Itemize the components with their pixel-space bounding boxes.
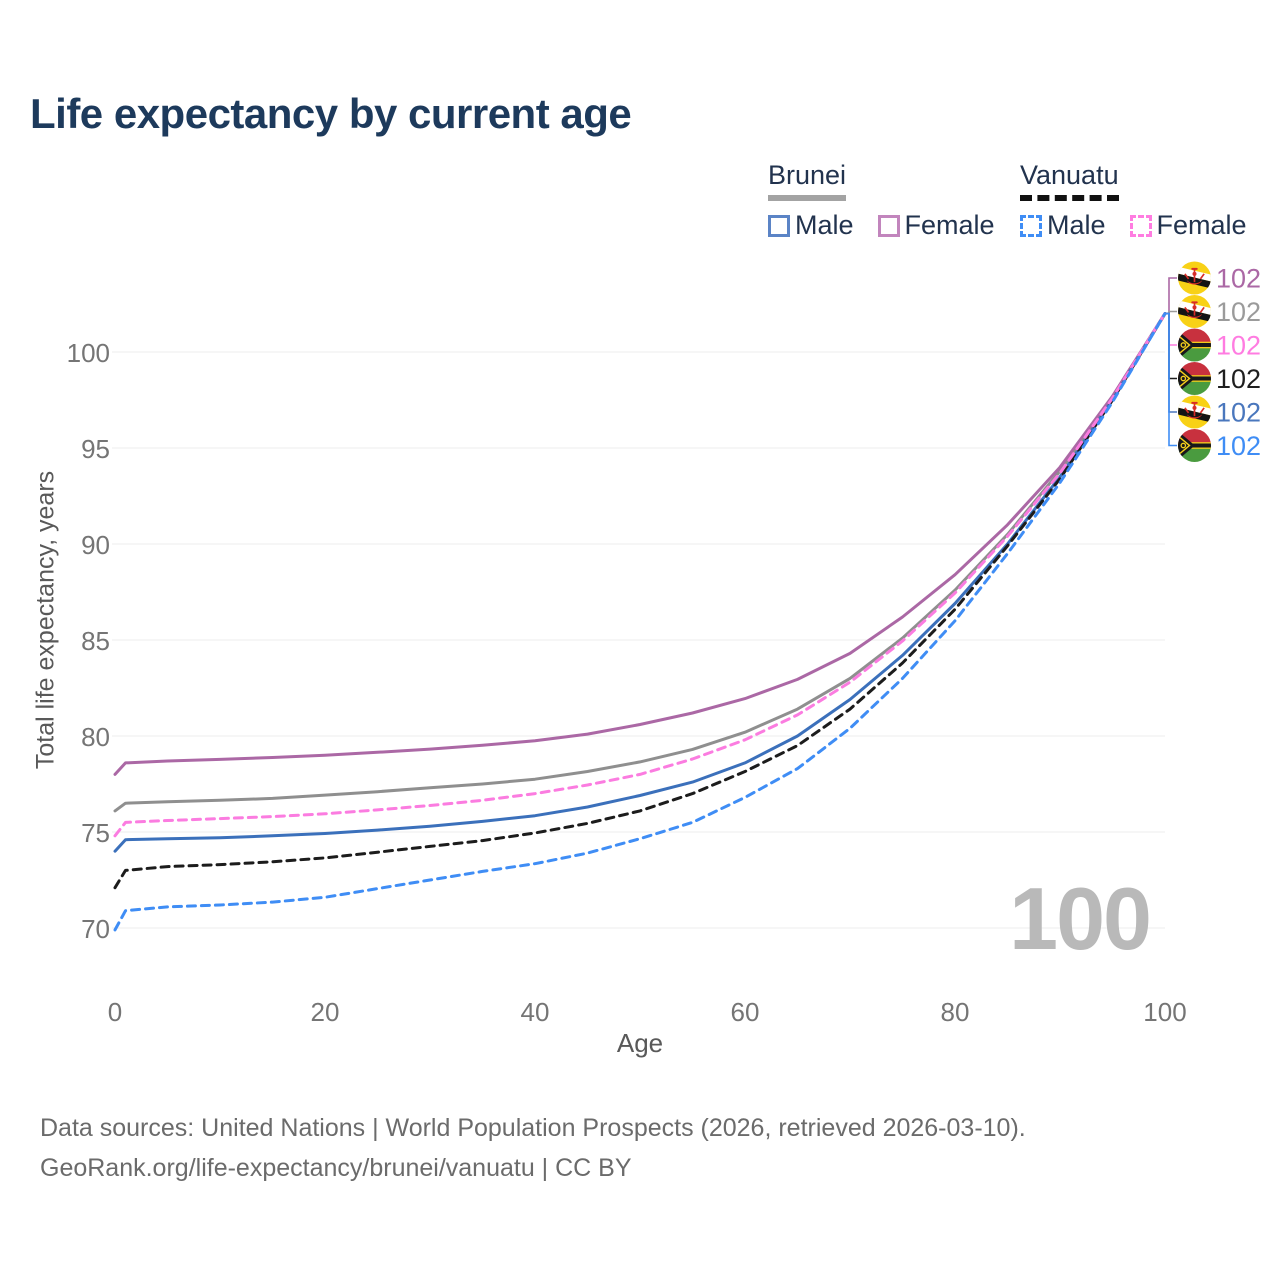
end-value-label: 102 xyxy=(1216,398,1261,428)
end-connector xyxy=(1165,277,1177,315)
end-value-label: 102 xyxy=(1216,297,1261,327)
legend-item-label: Female xyxy=(1156,210,1247,240)
vanuatu-flag-icon xyxy=(1178,362,1211,395)
brunei-female-swatch-icon xyxy=(877,214,900,237)
series-line-brunei xyxy=(113,312,1167,813)
age-watermark: 100 xyxy=(1009,869,1152,968)
legend-header-vanuatu[interactable]: Vanuatu xyxy=(1020,160,1119,201)
legend-group-vanuatu: Vanuatu Male Female xyxy=(1020,160,1247,241)
legend-item-vanuatu-male[interactable]: Male xyxy=(1020,210,1106,241)
legend-item-brunei-male[interactable]: Male xyxy=(768,210,854,241)
y-tick-label: 95 xyxy=(81,434,110,464)
series-line-vanuatu-female xyxy=(113,312,1167,838)
legend-header-brunei[interactable]: Brunei xyxy=(768,160,847,201)
end-value-label: 102 xyxy=(1216,331,1261,361)
legend-item-label: Male xyxy=(1047,210,1106,240)
end-value-label: 102 xyxy=(1216,264,1261,294)
vanuatu-flag-icon xyxy=(1178,429,1211,462)
legend-item-brunei-female[interactable]: Female xyxy=(877,210,995,241)
y-axis: 70 75 80 85 90 95 100 xyxy=(0,0,110,1280)
y-tick-label: 90 xyxy=(81,530,110,560)
attribution-line: GeoRank.org/life-expectancy/brunei/vanua… xyxy=(40,1154,632,1182)
x-axis-title: Age xyxy=(616,1028,664,1058)
end-connector xyxy=(1165,312,1177,346)
x-tick-label: 80 xyxy=(940,997,970,1027)
y-tick-label: 70 xyxy=(81,914,110,944)
end-connector xyxy=(1165,312,1177,413)
x-tick-label: 20 xyxy=(310,997,340,1027)
page-title: Life expectancy by current age xyxy=(30,90,632,137)
x-axis: 0 20 40 60 80 100 xyxy=(0,997,1280,1027)
legend-item-vanuatu-female[interactable]: Female xyxy=(1129,210,1247,241)
x-tick-label: 60 xyxy=(730,997,760,1027)
series-line-vanuatu-male xyxy=(113,312,1167,932)
y-tick-label: 85 xyxy=(81,626,110,656)
y-axis-title: Total life expectancy, years xyxy=(31,470,60,770)
end-connector xyxy=(1165,312,1177,447)
data-sources-line: Data sources: United Nations | World Pop… xyxy=(40,1114,1026,1142)
y-tick-label: 80 xyxy=(81,722,110,752)
series-line-vanuatu xyxy=(113,312,1167,890)
series-line-brunei-male xyxy=(113,312,1167,853)
y-tick-label: 100 xyxy=(66,338,110,368)
end-value-label: 102 xyxy=(1216,431,1261,461)
footer: Data sources: United Nations | World Pop… xyxy=(40,1108,1026,1188)
brunei-flag-icon xyxy=(1175,396,1214,429)
vanuatu-female-swatch-icon xyxy=(1129,214,1152,237)
legend-group-brunei: Brunei Male Female xyxy=(768,160,995,241)
brunei-flag-icon xyxy=(1175,295,1214,328)
legend-item-label: Female xyxy=(904,210,995,240)
brunei-male-swatch-icon xyxy=(768,214,790,237)
vanuatu-male-swatch-icon xyxy=(1020,214,1042,237)
y-tick-label: 75 xyxy=(81,818,110,848)
legend-item-label: Male xyxy=(795,210,854,240)
end-connector xyxy=(1165,312,1177,380)
vanuatu-flag-icon xyxy=(1178,329,1211,362)
x-tick-label: 100 xyxy=(1143,997,1187,1027)
x-tick-label: 40 xyxy=(520,997,550,1027)
end-value-label: 102 xyxy=(1216,364,1261,394)
series-line-brunei-female xyxy=(113,312,1167,776)
brunei-flag-icon xyxy=(1175,262,1214,295)
x-tick-label: 0 xyxy=(107,997,123,1027)
